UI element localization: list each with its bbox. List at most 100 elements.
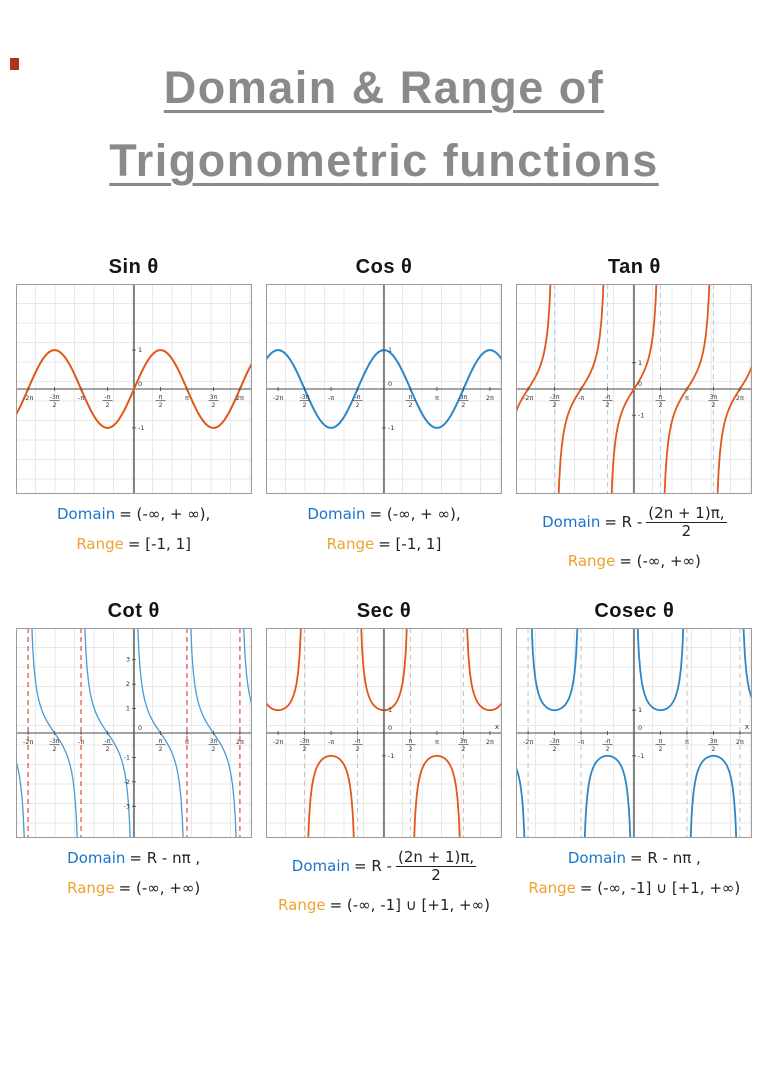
svg-text:-π: -π bbox=[605, 394, 611, 401]
svg-text:1: 1 bbox=[388, 706, 392, 714]
svg-text:3π: 3π bbox=[710, 738, 718, 745]
domain-line-tan: Domain = R - (2n + 1)π, 2 bbox=[516, 505, 753, 540]
fraction-numerator: (2n + 1)π, bbox=[395, 847, 477, 868]
page-title-line2: Trigonometric functions bbox=[109, 134, 659, 186]
svg-text:-2π: -2π bbox=[523, 394, 533, 402]
fraction-denominator: 2 bbox=[681, 522, 692, 541]
panel-cos: Cos θ -2π -3π 2 -π -π 2 π 2 π 3π 2 2π 1 -1 0 Domain = (… bbox=[265, 256, 502, 570]
range-label: Range bbox=[278, 895, 326, 914]
range-line-sec: Range = (-∞, -1] ∪ [+1, +∞) bbox=[265, 896, 502, 914]
range-value: = [-1, 1] bbox=[127, 534, 191, 553]
svg-text:π: π bbox=[158, 738, 162, 745]
svg-text:-3π: -3π bbox=[49, 738, 59, 745]
domain-value: = R - bbox=[604, 512, 643, 531]
svg-text:1: 1 bbox=[638, 359, 642, 367]
svg-text:-π: -π bbox=[328, 738, 334, 746]
svg-text:-2π: -2π bbox=[273, 394, 283, 402]
svg-text:2: 2 bbox=[126, 680, 130, 688]
svg-text:π: π bbox=[435, 394, 439, 402]
svg-text:2π: 2π bbox=[736, 738, 744, 746]
svg-text:-π: -π bbox=[355, 738, 361, 745]
svg-text:-2π: -2π bbox=[23, 394, 33, 402]
domain-fraction: (2n + 1)π, 2 bbox=[395, 847, 477, 885]
svg-text:-3π: -3π bbox=[550, 738, 560, 745]
svg-text:2: 2 bbox=[303, 746, 307, 753]
svg-text:π: π bbox=[659, 738, 663, 745]
svg-text:-2π: -2π bbox=[273, 738, 283, 746]
svg-text:0: 0 bbox=[638, 380, 642, 388]
svg-text:2: 2 bbox=[409, 402, 413, 409]
svg-text:3π: 3π bbox=[209, 738, 217, 745]
svg-text:-π: -π bbox=[104, 738, 110, 745]
svg-text:2: 2 bbox=[462, 402, 466, 409]
svg-text:2: 2 bbox=[52, 402, 56, 409]
svg-text:2π: 2π bbox=[736, 394, 744, 402]
svg-text:2π: 2π bbox=[486, 738, 494, 746]
plot-title-tan: Tan θ bbox=[607, 255, 661, 278]
svg-text:-π: -π bbox=[78, 394, 84, 402]
svg-text:1: 1 bbox=[388, 346, 392, 354]
svg-text:-3π: -3π bbox=[300, 738, 310, 745]
range-value: = (-∞, -1] ∪ [+1, +∞) bbox=[329, 895, 490, 914]
range-line-cosec: Range = (-∞, -1] ∪ [+1, +∞) bbox=[516, 879, 753, 897]
svg-text:-2π: -2π bbox=[523, 738, 533, 746]
svg-text:2: 2 bbox=[52, 746, 56, 753]
svg-text:2: 2 bbox=[606, 746, 610, 753]
svg-text:π: π bbox=[685, 394, 689, 402]
svg-text:2: 2 bbox=[712, 746, 716, 753]
svg-text:3π: 3π bbox=[460, 394, 468, 401]
range-label: Range bbox=[528, 878, 576, 897]
svg-text:2: 2 bbox=[659, 402, 663, 409]
svg-text:-3: -3 bbox=[123, 802, 129, 810]
svg-text:-π: -π bbox=[355, 394, 361, 401]
svg-text:-2π: -2π bbox=[23, 738, 33, 746]
plot-title-cot: Cot θ bbox=[107, 599, 160, 622]
domain-label: Domain bbox=[542, 512, 601, 531]
svg-text:2: 2 bbox=[659, 746, 663, 753]
plot-title-cos: Cos θ bbox=[355, 255, 413, 278]
svg-text:-π: -π bbox=[104, 394, 110, 401]
svg-text:-1: -1 bbox=[388, 424, 394, 432]
svg-text:0: 0 bbox=[138, 724, 142, 732]
page-title: Domain & Range of Trigonometric function… bbox=[0, 52, 768, 198]
svg-text:2: 2 bbox=[158, 402, 162, 409]
domain-value: = R - nπ , bbox=[129, 848, 201, 867]
panel-cot: Cot θ -2π -3π 2 -π -π 2 π 2 π 3π 2 2π 3 2 1 -1 -2 -3 0 Dom… bbox=[15, 600, 252, 914]
svg-text:3π: 3π bbox=[710, 394, 718, 401]
svg-text:π: π bbox=[435, 738, 439, 746]
svg-text:2: 2 bbox=[303, 402, 307, 409]
range-line-tan: Range = (-∞, +∞) bbox=[516, 552, 753, 570]
svg-text:π: π bbox=[185, 738, 189, 746]
svg-text:-3π: -3π bbox=[550, 394, 560, 401]
domain-fraction: (2n + 1)π, 2 bbox=[646, 505, 727, 541]
range-line-sin: Range = [-1, 1] bbox=[15, 535, 252, 553]
panel-cosec: Cosec θ -2π -3π 2 -π -π 2 π 2 π 3π 2 2π 1 -1 0 x Domain… bbox=[516, 600, 753, 914]
svg-text:π: π bbox=[685, 738, 689, 746]
svg-text:π: π bbox=[409, 738, 413, 745]
svg-text:2: 2 bbox=[105, 402, 109, 409]
plot-title-sin: Sin θ bbox=[108, 255, 159, 278]
svg-text:2: 2 bbox=[409, 746, 413, 753]
svg-text:1: 1 bbox=[126, 704, 130, 712]
svg-text:-1: -1 bbox=[638, 411, 644, 419]
domain-label: Domain bbox=[291, 856, 351, 875]
svg-text:x: x bbox=[495, 723, 499, 731]
domain-value: = R - bbox=[354, 856, 392, 875]
domain-line-sec: Domain = R - (2n + 1)π, 2 bbox=[265, 849, 502, 884]
svg-text:3π: 3π bbox=[209, 394, 217, 401]
svg-text:2: 2 bbox=[553, 402, 557, 409]
svg-text:-π: -π bbox=[328, 394, 334, 402]
svg-text:π: π bbox=[659, 394, 663, 401]
charts-grid: Sin θ -2π -3π 2 -π -π 2 π 2 π 3π 2 2π 1 -1 0 Domain = (… bbox=[0, 256, 768, 914]
svg-text:0: 0 bbox=[138, 380, 142, 388]
range-line-cos: Range = [-1, 1] bbox=[265, 535, 502, 553]
fraction-denominator: 2 bbox=[431, 866, 441, 885]
svg-text:-π: -π bbox=[605, 738, 611, 745]
panel-tan: Tan θ -2π -3π 2 -π -π 2 π 2 π 3π 2 2π 1 -1 0 Domain = R… bbox=[516, 256, 753, 570]
svg-text:-π: -π bbox=[578, 738, 584, 746]
svg-text:3π: 3π bbox=[460, 738, 468, 745]
